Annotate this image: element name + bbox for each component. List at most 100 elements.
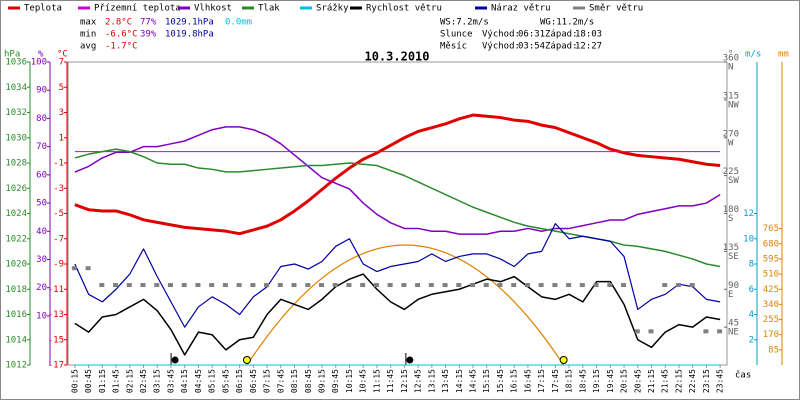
moon-set: 12:27	[575, 42, 602, 52]
y-tick-label: 360	[723, 54, 739, 64]
direction-mark	[71, 266, 77, 271]
y-tick-label: 8	[749, 260, 754, 270]
x-tick-label: 20:45	[633, 369, 642, 393]
y-tick-label: 45	[728, 319, 739, 329]
direction-mark	[524, 283, 530, 288]
y-tick-label: -3	[53, 184, 64, 194]
y-tick-label: -5	[53, 209, 64, 219]
direction-mark	[291, 283, 297, 288]
legend-label: Teplota	[24, 4, 62, 14]
x-tick-label: 21:45	[661, 369, 670, 393]
compass-label: W	[728, 138, 734, 148]
stat-value: 2.8°C	[105, 18, 132, 28]
stat-value: 1029.1hPa	[165, 18, 214, 28]
y-tick-label: -9	[53, 260, 64, 270]
moon-rise: 03:54	[518, 42, 545, 52]
direction-mark	[456, 283, 462, 288]
y-tick-label: 765	[763, 224, 779, 234]
stat-ws: WS:7.2m/s	[440, 18, 489, 28]
y-tick-label: 1020	[5, 260, 27, 270]
legend-label: Směr větru	[589, 4, 643, 14]
direction-mark	[566, 283, 572, 288]
sun-rise-label: Východ:	[482, 30, 520, 40]
y-tick-label: 225	[723, 167, 739, 177]
x-tick-label: 04:45	[194, 369, 203, 393]
compass-label: E	[728, 290, 733, 300]
y-tick-label: 425	[763, 285, 779, 295]
sun-set: 18:03	[575, 30, 602, 40]
series-line	[74, 223, 721, 328]
y-tick-label: 1026	[5, 184, 27, 194]
sun-rise: 06:31	[518, 30, 545, 40]
moon-rise-label: Východ:	[482, 42, 520, 52]
sun-marker	[559, 356, 568, 364]
y-tick-label: 135	[723, 243, 739, 253]
y-tick-label: 255	[763, 315, 779, 325]
direction-mark	[181, 283, 187, 288]
direction-mark	[195, 283, 201, 288]
y-tick-label: 180	[723, 205, 739, 215]
axis-label: °	[728, 50, 733, 60]
direction-mark	[428, 283, 434, 288]
y-tick-label: 1034	[5, 83, 27, 93]
direction-mark	[167, 283, 173, 288]
x-tick-label: 19:45	[606, 369, 615, 393]
direction-mark	[250, 283, 256, 288]
stat-label: max	[80, 18, 97, 28]
y-tick-label: 100	[31, 58, 47, 68]
x-tick-label: 01:15	[98, 369, 107, 393]
x-tick-label: 09:45	[331, 369, 340, 393]
x-tick-label: 15:45	[496, 369, 505, 393]
direction-mark	[85, 266, 91, 271]
direction-mark	[538, 283, 544, 288]
x-tick-label: 06:15	[235, 369, 244, 393]
direction-mark	[662, 283, 668, 288]
direction-mark	[689, 283, 695, 288]
stat-value: -6.6°C	[105, 30, 138, 40]
stat-label: avg	[80, 42, 96, 52]
stat-label: min	[80, 30, 96, 40]
direction-mark	[675, 283, 681, 288]
direction-mark	[236, 283, 242, 288]
moon-label: Měsíc	[440, 42, 467, 52]
y-tick-label: 1022	[5, 234, 27, 244]
y-tick-label: 30	[36, 255, 47, 265]
y-tick-label: 4	[749, 310, 754, 320]
y-tick-label: 1030	[5, 133, 27, 143]
y-tick-label: 6	[749, 285, 754, 295]
x-tick-label: 06:45	[249, 369, 258, 393]
x-tick-label: 22:15	[674, 369, 683, 393]
stat-wg: WG:11.2m/s	[540, 18, 594, 28]
direction-mark	[332, 283, 338, 288]
y-tick-label: 1024	[5, 209, 27, 219]
y-tick-label: 60	[36, 170, 47, 180]
direction-mark	[126, 283, 132, 288]
direction-mark	[483, 283, 489, 288]
axis-label: m/s	[745, 50, 761, 60]
x-tick-label: 08:45	[304, 369, 313, 393]
compass-label: S	[728, 214, 733, 224]
axis-label: %	[38, 50, 44, 60]
direction-mark	[593, 283, 599, 288]
x-tick-label: 11:45	[386, 369, 395, 393]
direction-mark	[497, 283, 503, 288]
x-tick-label: 03:15	[153, 369, 162, 393]
y-tick-label: 85	[768, 345, 779, 355]
y-tick-label: 1014	[5, 335, 27, 345]
compass-label: NW	[728, 100, 739, 110]
direction-mark	[634, 329, 640, 334]
x-tick-label: 10:45	[359, 369, 368, 393]
y-tick-label: -11	[48, 285, 64, 295]
axis-label: mm	[778, 50, 789, 60]
direction-mark	[607, 283, 613, 288]
sun-label: Slunce	[440, 30, 473, 40]
y-tick-label: 12	[743, 209, 754, 219]
chart-title: 10.3.2010	[364, 50, 429, 64]
direction-mark	[401, 283, 407, 288]
x-tick-label: 23:15	[702, 369, 711, 393]
x-tick-label: 18:45	[578, 369, 587, 393]
y-tick-label: 3	[59, 108, 64, 118]
x-tick-label: 18:15	[565, 369, 574, 393]
y-tick-label: 7	[59, 58, 64, 68]
